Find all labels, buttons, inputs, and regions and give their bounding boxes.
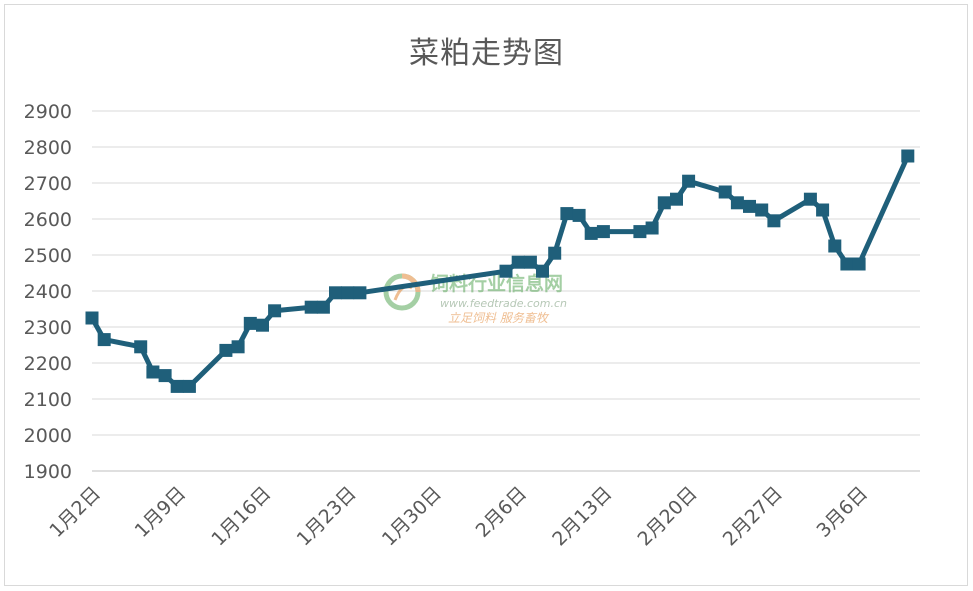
- data-point-marker: [852, 257, 866, 271]
- data-point-marker: [840, 257, 854, 271]
- data-point-marker: [268, 304, 282, 318]
- data-point-marker: [341, 286, 355, 300]
- watermark: 饲料行业信息网 www.feedtrade.com.cn 立足饲料 服务畜牧: [383, 272, 567, 325]
- x-axis-labels: 1月2日 1月9日 1月16日 1月23日 1月30日 2月6日 2月13日 2月20日 2月2…: [45, 482, 872, 550]
- data-point-marker: [584, 226, 598, 240]
- data-point-marker: [304, 300, 318, 314]
- data-point-marker: [499, 264, 513, 278]
- data-point-marker: [548, 246, 562, 260]
- data-point-marker: [85, 311, 99, 325]
- data-point-marker: [560, 207, 574, 221]
- y-tick-label: 2400: [24, 281, 72, 303]
- data-point-marker: [146, 365, 160, 379]
- y-tick-label: 2000: [24, 425, 72, 447]
- data-point-marker: [718, 185, 732, 199]
- data-point-marker: [645, 221, 659, 235]
- y-axis-labels: 1900 2000 2100 2200 2300 2400 2500 2600 2700 2800…: [24, 101, 72, 483]
- data-point-marker: [767, 214, 781, 228]
- chart-frame: [4, 4, 968, 586]
- watermark-logo-icon: [383, 273, 421, 311]
- data-point-marker: [219, 343, 233, 357]
- data-point-marker: [329, 286, 342, 300]
- x-tick-label: 2月27日: [719, 482, 787, 550]
- x-tick-label: 2月6日: [472, 482, 532, 542]
- y-tick-label: 2200: [24, 353, 72, 375]
- y-tick-label: 2700: [24, 173, 72, 195]
- gridlines: [92, 110, 920, 472]
- data-point-marker: [828, 239, 842, 253]
- x-tick-label: 1月2日: [45, 482, 105, 542]
- x-tick-label: 3月6日: [813, 482, 873, 542]
- data-point-marker: [523, 255, 537, 269]
- data-point-marker: [743, 199, 756, 213]
- data-point-marker: [243, 316, 257, 330]
- data-point-marker: [97, 333, 111, 347]
- data-point-marker: [633, 225, 647, 239]
- data-point-marker: [596, 225, 610, 239]
- data-point-marker: [182, 379, 196, 393]
- data-point-marker: [353, 286, 367, 300]
- y-tick-label: 2100: [24, 389, 72, 411]
- data-point-marker: [803, 192, 817, 206]
- y-tick-label: 2800: [24, 137, 72, 159]
- x-tick-label: 2月20日: [634, 482, 702, 550]
- data-point-marker: [158, 369, 172, 383]
- data-point-marker: [682, 174, 696, 188]
- y-tick-label: 2500: [24, 245, 72, 267]
- data-point-marker: [657, 196, 671, 210]
- data-point-marker: [536, 264, 549, 278]
- x-tick-label: 1月30日: [378, 482, 446, 550]
- data-point-marker: [816, 203, 830, 217]
- x-tick-label: 2月13日: [548, 482, 616, 550]
- watermark-url: www.feedtrade.com.cn: [440, 297, 567, 310]
- data-point-marker: [670, 192, 683, 206]
- y-tick-label: 2300: [24, 317, 72, 339]
- x-tick-label: 1月9日: [131, 482, 191, 542]
- y-tick-label: 2900: [24, 101, 72, 123]
- watermark-slogan: 立足饲料 服务畜牧: [448, 311, 550, 325]
- data-point-marker: [755, 203, 769, 217]
- x-tick-label: 1月16日: [207, 482, 275, 550]
- data-point-marker: [901, 149, 915, 163]
- data-point-marker: [256, 318, 269, 332]
- y-tick-label: 2600: [24, 209, 72, 231]
- chart-title: 菜粕走势图: [409, 36, 564, 71]
- y-tick-label: 1900: [24, 461, 72, 483]
- data-point-marker: [572, 208, 586, 222]
- data-point-marker: [134, 340, 148, 354]
- data-point-marker: [231, 340, 245, 354]
- data-point-marker: [316, 300, 330, 314]
- data-point-marker: [730, 196, 744, 210]
- x-tick-label: 1月23日: [293, 482, 361, 550]
- series-layer: [85, 149, 915, 393]
- data-point-marker: [170, 379, 184, 393]
- data-point-marker: [511, 255, 525, 269]
